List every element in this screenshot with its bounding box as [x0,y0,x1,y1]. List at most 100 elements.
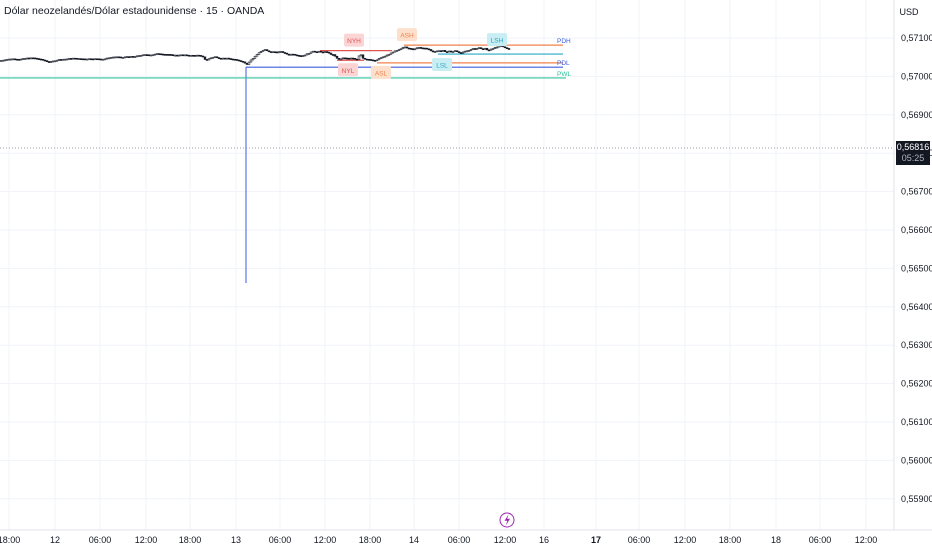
candle-body [431,50,435,53]
price-axis[interactable]: 0,571000,570000,569000,568000,567000,566… [901,33,932,504]
lsh-label-badge [487,33,507,47]
candle-body [351,57,355,60]
candle-body [319,50,323,53]
candle-body [279,51,283,53]
candle-body [97,58,101,61]
candle-body [335,55,339,59]
price-tick-label: 0,56900 [901,110,932,120]
nyl-label-badge [338,63,358,77]
time-tick-label: 12:00 [674,535,697,545]
candle-body [287,53,291,56]
currency-button[interactable]: USD [899,7,919,17]
candle-body [25,57,29,60]
candle-body [93,58,97,61]
candle-body [461,51,465,54]
price-tick-label: 0,55900 [901,494,932,504]
candle-body [179,54,183,57]
candle-body [215,56,219,59]
candle-body [157,53,161,55]
candle-body [1,59,5,62]
candle-body [19,58,23,61]
candle-body [229,58,233,60]
candle-body [189,54,193,57]
grid-lines [0,0,894,530]
time-tick-label: 18:00 [0,535,20,545]
candle-body [211,56,215,59]
candle-body [109,56,113,59]
candle-body [473,48,477,50]
candle-body [259,51,263,54]
candle-body [135,55,139,58]
candle-body [49,61,53,63]
candle-body [429,49,433,52]
candle-body [13,58,17,61]
candle-body [11,58,15,61]
price-tick-label: 0,56100 [901,417,932,427]
candle-body [9,58,13,61]
candle-body [89,58,93,61]
time-tick-label: 12:00 [494,535,517,545]
candle-body [225,57,229,60]
candle-body [277,51,281,54]
candle-body [199,55,203,57]
candle-body [131,56,135,58]
candle-body [107,57,111,60]
candle-body [153,53,157,56]
ash-label-badge [397,28,417,42]
ash-label: ASH [400,33,414,40]
candle-body [317,50,321,53]
lightning-icon[interactable] [499,512,515,528]
candle-body [269,51,273,53]
time-tick-label: 13 [231,535,241,545]
price-tick-label: 0,56000 [901,455,932,465]
candle-body [295,54,299,57]
candle-body [171,54,175,56]
candle-body [91,58,95,61]
candle-body [155,53,159,55]
current-price-value: 0,56816 [896,142,930,152]
candle-body [339,58,343,61]
candle-body [357,55,361,60]
candle-body [265,49,269,52]
candle-body [175,54,179,57]
asl-label-badge [371,65,391,79]
candle-body [489,48,493,51]
time-tick-label: 12 [50,535,60,545]
candle-body [69,58,73,60]
candle-body [463,50,467,53]
candle-body [325,51,329,53]
price-tick-label: 0,56200 [901,379,932,389]
candle-body [293,53,297,56]
candle-body [45,60,49,62]
candle-body [307,53,311,55]
candle-body [505,47,509,49]
candle-body [149,54,153,57]
time-tick-label: 12:00 [314,535,337,545]
candle-body [297,55,301,57]
time-tick-label: 12:00 [855,535,878,545]
candle-body [81,58,85,61]
candle-body [21,58,25,60]
price-tick-label: 0,56300 [901,340,932,350]
candle-body [419,47,423,49]
candle-body [367,59,371,61]
candle-body [447,50,451,53]
time-tick-label: 16 [539,535,549,545]
candle-body [233,58,237,61]
candle-body [421,47,425,50]
candle-body [471,48,475,50]
candle-body [221,57,225,60]
time-tick-label: 06:00 [628,535,651,545]
candle-body [85,58,89,61]
candle-body [455,50,459,52]
candle-body [239,60,243,62]
candle-body [443,50,447,52]
candle-body [113,56,117,59]
candle-body [197,54,201,57]
candle-body [475,48,479,50]
candle-body [185,54,189,57]
time-tick-label: 18 [771,535,781,545]
time-axis[interactable]: 18:00 12 06:00 12:00 18:00 13 06:00 12:00 18:00 1… [0,535,877,545]
time-tick-label: 18:00 [359,535,382,545]
